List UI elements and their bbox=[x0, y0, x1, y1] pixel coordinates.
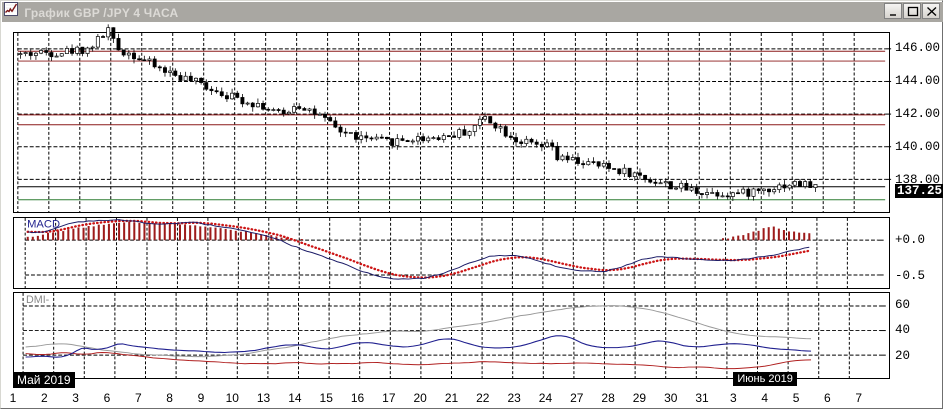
svg-text:DMI-: DMI- bbox=[26, 294, 50, 306]
